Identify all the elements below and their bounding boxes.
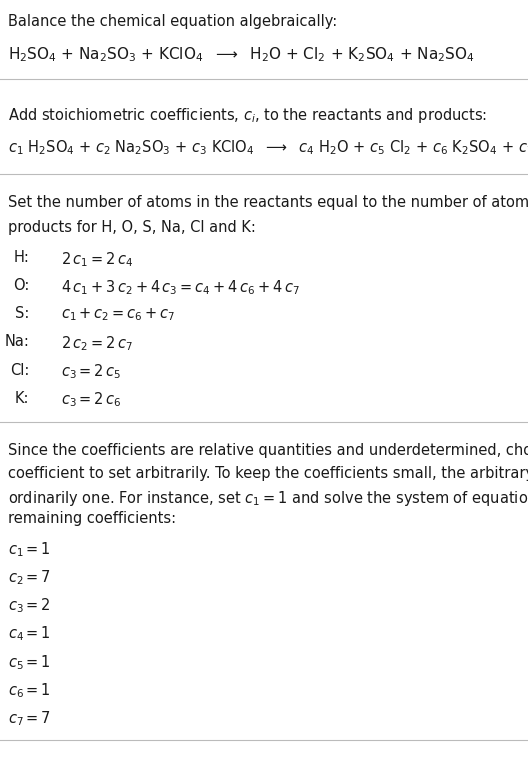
Text: $c_4 = 1$: $c_4 = 1$ [8, 625, 51, 644]
Text: Since the coefficients are relative quantities and underdetermined, choose a: Since the coefficients are relative quan… [8, 443, 528, 458]
Text: remaining coefficients:: remaining coefficients: [8, 511, 176, 527]
Text: $c_2 = 7$: $c_2 = 7$ [8, 568, 51, 587]
Text: Set the number of atoms in the reactants equal to the number of atoms in the: Set the number of atoms in the reactants… [8, 195, 528, 211]
Text: $2\,c_2 = 2\,c_7$: $2\,c_2 = 2\,c_7$ [61, 334, 133, 353]
Text: O:: O: [13, 278, 29, 293]
Text: $2\,c_1 = 2\,c_4$: $2\,c_1 = 2\,c_4$ [61, 250, 133, 269]
Text: S:: S: [15, 306, 29, 321]
Text: K:: K: [15, 391, 29, 406]
Text: $c_5 = 1$: $c_5 = 1$ [8, 653, 51, 672]
Text: H$_2$SO$_4$ + Na$_2$SO$_3$ + KClO$_4$  $\longrightarrow$  H$_2$O + Cl$_2$ + K$_2: H$_2$SO$_4$ + Na$_2$SO$_3$ + KClO$_4$ $\… [8, 46, 475, 65]
Text: H:: H: [13, 250, 29, 265]
Text: $c_3 = 2$: $c_3 = 2$ [8, 597, 51, 616]
Text: $4\,c_1 + 3\,c_2 + 4\,c_3 = c_4 + 4\,c_6 + 4\,c_7$: $4\,c_1 + 3\,c_2 + 4\,c_3 = c_4 + 4\,c_6… [61, 278, 299, 297]
Text: Cl:: Cl: [10, 363, 29, 378]
Text: $c_1$ H$_2$SO$_4$ + $c_2$ Na$_2$SO$_3$ + $c_3$ KClO$_4$  $\longrightarrow$  $c_4: $c_1$ H$_2$SO$_4$ + $c_2$ Na$_2$SO$_3$ +… [8, 138, 528, 157]
Text: Add stoichiometric coefficients, $c_i$, to the reactants and products:: Add stoichiometric coefficients, $c_i$, … [8, 106, 487, 125]
Text: $c_3 = 2\,c_6$: $c_3 = 2\,c_6$ [61, 391, 121, 410]
Text: products for H, O, S, Na, Cl and K:: products for H, O, S, Na, Cl and K: [8, 220, 256, 235]
Text: $c_6 = 1$: $c_6 = 1$ [8, 681, 51, 700]
Text: Balance the chemical equation algebraically:: Balance the chemical equation algebraica… [8, 14, 337, 29]
Text: $c_1 + c_2 = c_6 + c_7$: $c_1 + c_2 = c_6 + c_7$ [61, 306, 175, 323]
Text: ordinarily one. For instance, set $c_1 = 1$ and solve the system of equations fo: ordinarily one. For instance, set $c_1 =… [8, 489, 528, 508]
Text: Na:: Na: [4, 334, 29, 350]
Text: $c_7 = 7$: $c_7 = 7$ [8, 709, 51, 728]
Text: $c_1 = 1$: $c_1 = 1$ [8, 540, 51, 559]
Text: $c_3 = 2\,c_5$: $c_3 = 2\,c_5$ [61, 363, 121, 382]
Text: coefficient to set arbitrarily. To keep the coefficients small, the arbitrary va: coefficient to set arbitrarily. To keep … [8, 466, 528, 481]
